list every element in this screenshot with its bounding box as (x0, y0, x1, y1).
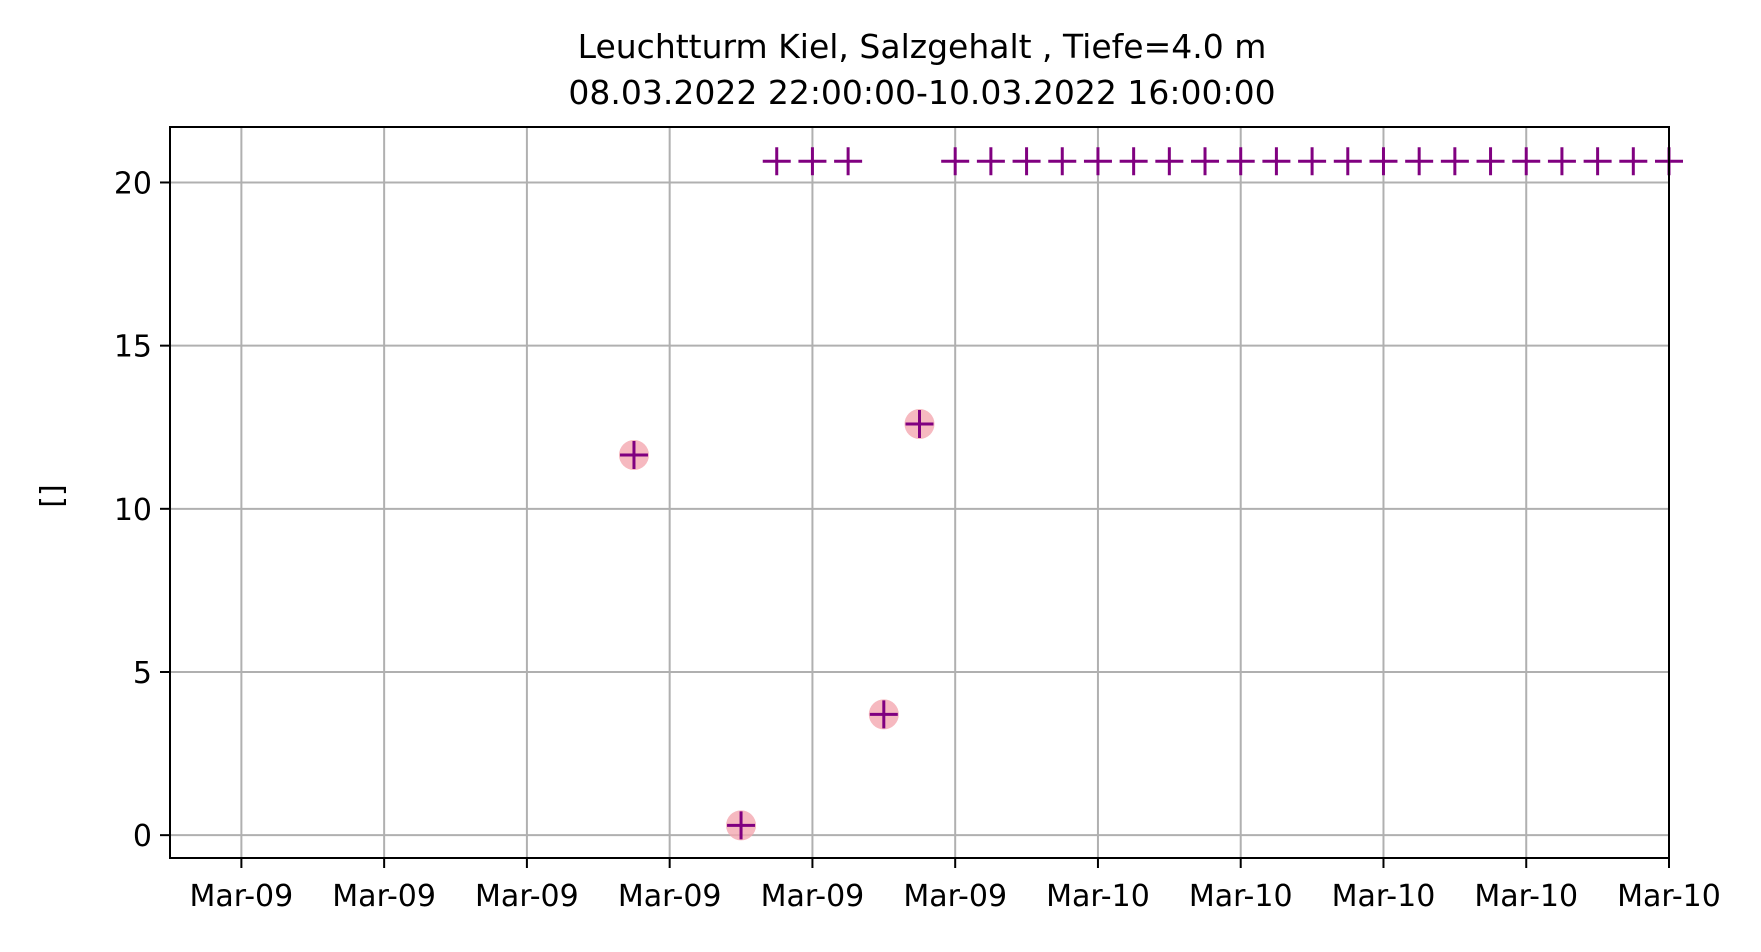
plus-data-point (1048, 147, 1077, 176)
plus-data-point (1619, 147, 1648, 176)
plus-data-point (834, 147, 863, 176)
y-tick-label: 15 (114, 330, 152, 365)
x-tick-label: Mar-10 (1046, 879, 1150, 914)
plus-data-point (1012, 147, 1041, 176)
x-axis: Mar-09 Mar-09 Mar-09 Mar-09 Mar-09 Mar-09 Mar-… (190, 858, 1721, 914)
plus-data-point (1226, 147, 1255, 176)
plus-data-point (1369, 147, 1398, 176)
y-tick-label: 5 (133, 656, 152, 691)
plus-data-point (1262, 147, 1291, 176)
y-tick-label: 10 (114, 493, 152, 528)
x-tick-label: Mar-10 (1474, 879, 1578, 914)
plus-data-point (798, 147, 827, 176)
x-tick-label: Mar-10 (1617, 879, 1721, 914)
x-tick-label: Mar-09 (903, 879, 1007, 914)
chart-subtitle: 08.03.2022 22:00:00-10.03.2022 16:00:00 (568, 73, 1275, 112)
x-tick-label: Mar-09 (618, 879, 722, 914)
x-tick-label: Mar-10 (1189, 879, 1293, 914)
y-axis-label: [] (35, 484, 70, 507)
plot-frame (169, 126, 1670, 859)
plus-data-point (1333, 147, 1362, 176)
x-tick-label: Mar-10 (1332, 879, 1436, 914)
plus-data-point (1083, 147, 1112, 176)
plus-data-point (869, 700, 898, 729)
y-axis: 0 5 10 15 20 (114, 166, 170, 854)
plus-data-point (1512, 147, 1541, 176)
grid (170, 127, 1670, 858)
plus-data-point (1298, 147, 1327, 176)
x-tick-label: Mar-09 (761, 879, 865, 914)
plus-data-point (941, 147, 970, 176)
y-tick-label: 20 (114, 166, 152, 201)
y-tick-label: 0 (133, 819, 152, 854)
plus-data-point (1583, 147, 1612, 176)
plus-data-point (1155, 147, 1184, 176)
plus-data-point (1547, 147, 1576, 176)
plus-data-point (1476, 147, 1505, 176)
plus-data-point (905, 409, 934, 438)
plus-data-point (727, 811, 756, 840)
plus-data-point (976, 147, 1005, 176)
plus-data-point (1191, 147, 1220, 176)
x-tick-label: Mar-09 (190, 879, 294, 914)
x-tick-label: Mar-09 (475, 879, 579, 914)
data-marks (618, 147, 1683, 841)
plus-data-point (1440, 147, 1469, 176)
plus-data-point (1119, 147, 1148, 176)
x-tick-label: Mar-09 (332, 879, 436, 914)
plus-data-point (762, 147, 791, 176)
plus-data-point (619, 440, 648, 469)
chart-title: Leuchtturm Kiel, Salzgehalt , Tiefe=4.0 … (578, 27, 1267, 66)
plus-data-point (1405, 147, 1434, 176)
